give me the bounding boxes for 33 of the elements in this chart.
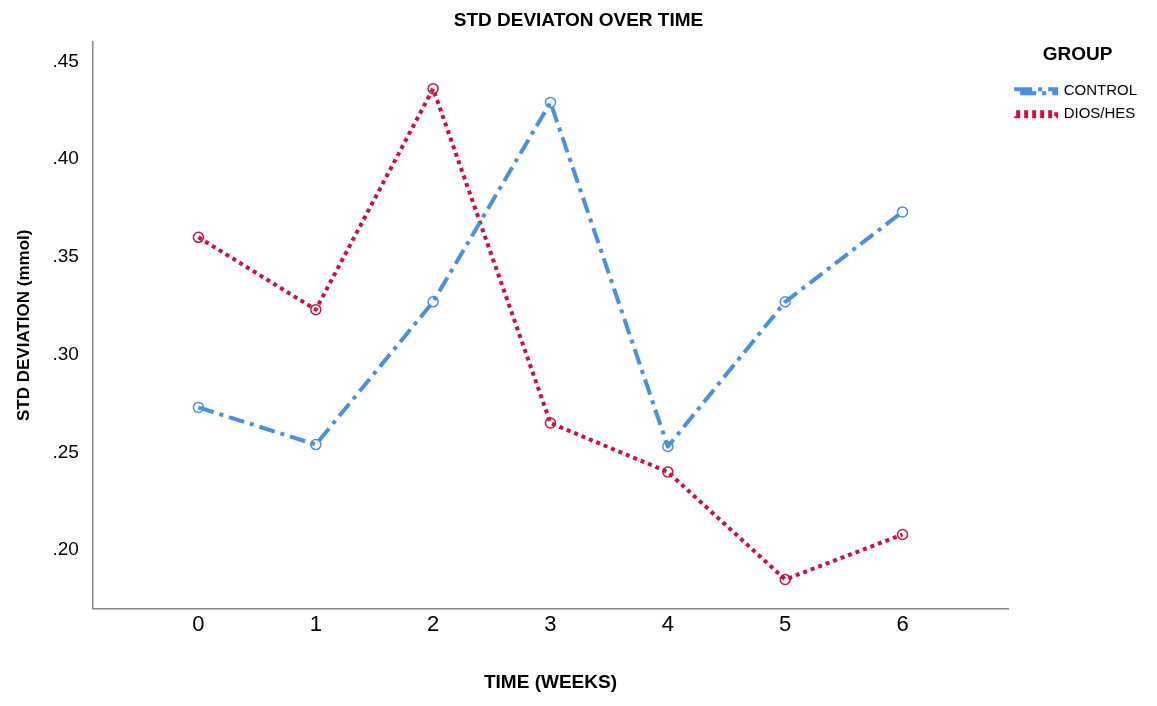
x-tick-label: 4 — [661, 611, 674, 637]
y-tick-label: .35 — [52, 245, 79, 267]
x-axis-title: TIME (WEEKS) — [483, 670, 617, 692]
point — [779, 296, 791, 308]
y-tick-label: .40 — [52, 147, 79, 169]
point — [896, 528, 909, 541]
point — [192, 401, 205, 414]
point — [896, 206, 909, 218]
point — [427, 296, 439, 308]
x-tick-label: 3 — [544, 611, 557, 637]
point — [779, 573, 791, 586]
point — [544, 96, 557, 109]
x-tick-label: 6 — [896, 611, 909, 637]
point — [310, 438, 322, 451]
y-tick-label: .45 — [52, 49, 79, 71]
y-tick-label: .30 — [52, 342, 79, 364]
point — [662, 440, 674, 453]
point — [192, 231, 205, 244]
legend-title: GROUP — [1042, 42, 1113, 64]
point — [544, 417, 557, 429]
y-tick-label: .25 — [52, 440, 79, 462]
chart-title: STD DEVIATON OVER TIME — [453, 8, 704, 30]
x-tick-label: 5 — [779, 611, 792, 637]
point — [662, 466, 674, 478]
point — [310, 303, 322, 316]
y-tick-label: .20 — [52, 538, 79, 560]
legend-label: CONTROL — [1063, 81, 1138, 99]
x-tick-label: 1 — [309, 611, 322, 637]
x-tick-label: 2 — [427, 611, 440, 637]
point — [427, 82, 439, 95]
y-axis-title: STD DEVIATION (mmol) — [13, 229, 33, 422]
x-tick-label: 0 — [192, 611, 205, 637]
legend-label: DIOS/HES — [1063, 104, 1136, 122]
